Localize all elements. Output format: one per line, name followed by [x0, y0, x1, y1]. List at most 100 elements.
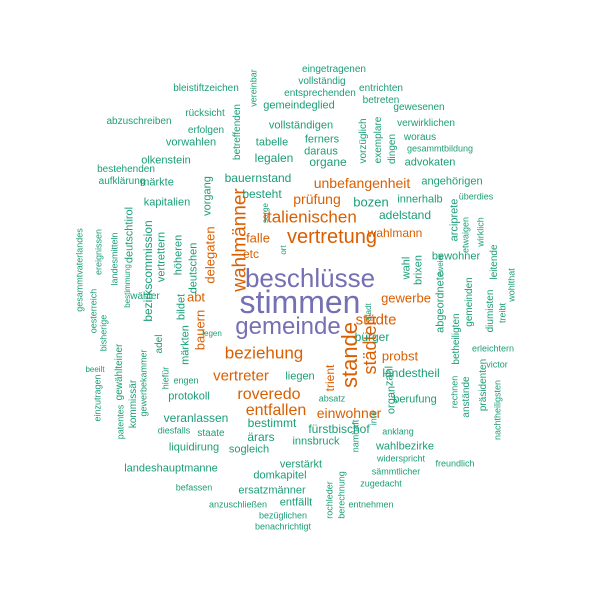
cloud-word: gemeindeglied [263, 99, 335, 112]
cloud-word: bestimmt [247, 416, 297, 430]
cloud-word: ort [279, 245, 288, 255]
cloud-word: entsprechenden [284, 88, 356, 99]
cloud-word: ersatzmänner [238, 484, 306, 497]
cloud-word: trient [323, 364, 337, 392]
cloud-word: märkte [140, 176, 174, 189]
cloud-word: treibt [497, 302, 508, 324]
cloud-word: oesterreich [88, 288, 99, 334]
cloud-word: freundlich [435, 458, 475, 469]
cloud-word: zweier [436, 253, 445, 277]
cloud-word: rechnen [449, 375, 460, 409]
cloud-word: sogleich [228, 443, 270, 456]
cloud-word: bozen [353, 194, 389, 210]
cloud-word: überdies [458, 191, 494, 202]
cloud-word: benachrichtigt [254, 521, 312, 532]
cloud-word: roveredo [237, 386, 301, 403]
cloud-word: organe [309, 155, 347, 169]
cloud-word: befassen [175, 482, 213, 493]
cloud-word: rücksicht [185, 108, 225, 119]
cloud-word: delegaten [202, 226, 218, 284]
cloud-word: wahlbezirke [375, 440, 435, 453]
cloud-word: landeshauptmanne [124, 462, 218, 475]
cloud-word: etc [242, 247, 260, 261]
cloud-word: abzuschreiben [106, 116, 172, 127]
cloud-word: deutschen [187, 242, 200, 294]
cloud-word: kommissär [128, 379, 139, 429]
cloud-word: entfällt [279, 496, 313, 509]
cloud-word: gewerbekammer [138, 349, 149, 417]
cloud-word: angehörigen [421, 175, 483, 188]
cloud-word: bezirkscommission [141, 220, 155, 322]
cloud-word: wohlthat [506, 268, 517, 302]
cloud-word: italienischen [263, 207, 357, 227]
cloud-word: beschlüsse [244, 263, 376, 293]
cloud-word: höheren [172, 234, 185, 276]
cloud-word: gewesenen [393, 102, 445, 113]
cloud-word: bleistiftzeichen [173, 83, 239, 94]
cloud-word: namhaft [350, 419, 361, 453]
cloud-word: dingen [387, 133, 398, 165]
cloud-word: stimmen [239, 284, 361, 320]
cloud-word: entnehmen [348, 499, 394, 510]
cloud-word: etwaigen [460, 216, 471, 254]
cloud-word: legen [202, 329, 222, 338]
cloud-word: gesammtbildung [406, 143, 474, 154]
cloud-word: victor [486, 359, 508, 370]
cloud-word: vertreter [213, 367, 269, 385]
cloud-word: einzutragen [92, 374, 103, 422]
cloud-word: innerhalb [397, 193, 443, 206]
cloud-word: abt [186, 289, 206, 305]
cloud-word: eingetragenen [302, 64, 366, 75]
cloud-word: beeilt [85, 365, 105, 374]
cloud-word: fürstbischof [308, 422, 370, 436]
cloud-word: woraus [403, 132, 437, 143]
cloud-word: advokaten [404, 156, 456, 169]
cloud-word: kapitalien [143, 196, 191, 209]
cloud-word: anstände [461, 376, 472, 418]
cloud-word: gemeinde [235, 313, 341, 340]
cloud-word: ärars [247, 430, 275, 444]
cloud-word: betreten [362, 95, 400, 106]
cloud-word: diumisten [485, 289, 496, 333]
cloud-word: domkapitel [253, 469, 307, 482]
cloud-word: vorgang [201, 176, 214, 216]
cloud-word: vereinbar [248, 69, 259, 107]
cloud-word: wahl [400, 256, 413, 280]
cloud-word: innsbruck [292, 435, 340, 448]
cloud-word: vorwahlen [165, 136, 217, 149]
cloud-word: inte [368, 410, 379, 426]
cloud-word: wähler [130, 291, 160, 302]
cloud-word: gewählteiner [114, 343, 125, 401]
cloud-word: gewerbe [381, 290, 431, 306]
cloud-word: gesammtvaterlandes [74, 228, 85, 312]
cloud-word: gemeinden [464, 277, 475, 327]
cloud-word: prüfung [293, 191, 341, 207]
cloud-word: städte [355, 311, 397, 329]
cloud-word: sämmtlicher [371, 466, 421, 477]
cloud-word: hiefür [160, 366, 171, 390]
cloud-word: anklang [382, 426, 414, 437]
cloud-word: adelstand [378, 208, 432, 222]
cloud-word: brixen [412, 255, 425, 285]
cloud-word: berechnung [336, 471, 347, 519]
cloud-word: betreffenden [232, 104, 243, 160]
cloud-word: zugedacht [360, 478, 402, 489]
cloud-word: engen [173, 375, 199, 386]
cloud-word: liegen [285, 370, 315, 383]
cloud-word: betheiligten [451, 313, 462, 365]
cloud-word: sorge [261, 202, 270, 224]
cloud-word: olkenstein [141, 154, 191, 167]
cloud-word: wirklich [475, 217, 486, 247]
cloud-word: unbefangenheit [313, 175, 411, 191]
cloud-word: besteht [242, 187, 282, 201]
cloud-word: protokoll [168, 390, 210, 403]
cloud-word: aufklärung [98, 176, 146, 187]
cloud-word: bezüglichen [258, 510, 308, 521]
cloud-word: präsidenten [478, 358, 489, 412]
cloud-word: bildet [175, 293, 188, 321]
cloud-word: anzuschließen [208, 499, 268, 510]
cloud-word: abgeordnete [434, 271, 447, 333]
cloud-word: veranlassen [163, 411, 229, 425]
cloud-word: bewohner [431, 250, 481, 263]
